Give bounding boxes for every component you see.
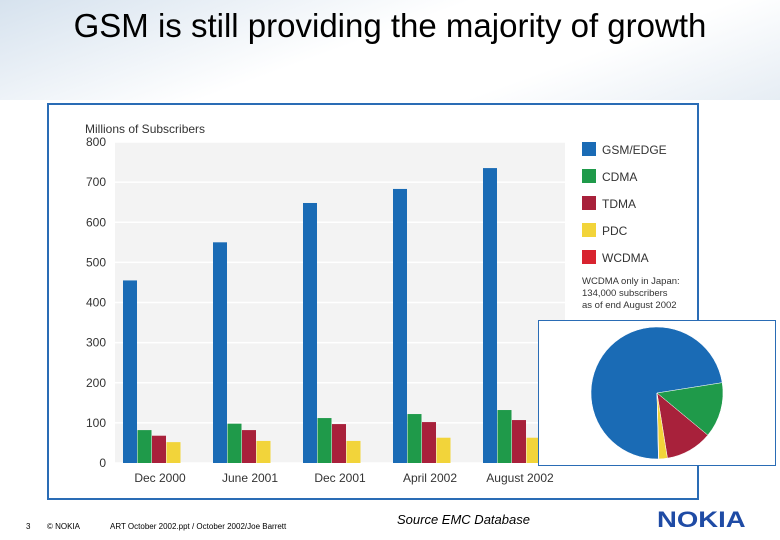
bar-cdma-dec-2000 [137, 430, 152, 463]
subscribers-bar-chart: Millions of Subscribers 0 100 200 300 400 500 6… [85, 122, 680, 485]
bar-gsm-edge-april-2002 [393, 188, 407, 463]
x-tick-label: August 2002 [486, 471, 554, 485]
legend-label-tdma: TDMA [602, 197, 636, 211]
bar-gsm-edge-june-2001 [213, 242, 227, 463]
y-tick-label: 400 [86, 296, 106, 310]
source-note: Source EMC Database [397, 512, 530, 527]
bar-gsm-edge-dec-2001 [303, 202, 317, 463]
bar-pdc-april-2002 [436, 437, 451, 463]
wcdma-annotation-line: WCDMA only in Japan: [582, 276, 680, 287]
legend-label-gsm-edge: GSM/EDGE [602, 143, 667, 157]
bar-tdma-august-2002 [512, 420, 526, 463]
x-tick-label: Dec 2000 [134, 471, 186, 485]
legend-swatch-cdma [582, 169, 596, 183]
legend-label-wcdma: WCDMA [602, 251, 649, 265]
copyright-notice: © NOKIA [47, 522, 81, 531]
bar-cdma-june-2001 [227, 423, 242, 463]
y-tick-label: 700 [86, 175, 106, 189]
bar-cdma-dec-2001 [317, 418, 332, 463]
legend-swatch-tdma [582, 196, 596, 210]
bar-gsm-edge-dec-2000 [123, 280, 137, 463]
header-decoration [0, 0, 780, 100]
bar-tdma-june-2001 [242, 430, 256, 463]
bar-tdma-dec-2001 [332, 424, 346, 463]
y-tick-label: 500 [86, 255, 106, 269]
y-tick-label: 200 [86, 376, 106, 390]
slide-title: GSM is still providing the majority of g… [73, 7, 707, 44]
x-tick-label: Dec 2001 [314, 471, 366, 485]
bar-gsm-edge-august-2002 [483, 168, 497, 464]
y-axis-label: Millions of Subscribers [85, 122, 205, 136]
x-tick-label: June 2001 [222, 471, 278, 485]
y-tick-label: 800 [86, 135, 106, 149]
x-tick-label: April 2002 [403, 471, 457, 485]
bar-tdma-april-2002 [422, 422, 436, 463]
pie-slice-cdma [656, 382, 724, 436]
bar-pdc-dec-2001 [346, 440, 361, 463]
bar-pdc-dec-2000 [166, 442, 181, 463]
legend-label-pdc: PDC [602, 224, 628, 238]
legend-label-cdma: CDMA [602, 170, 637, 184]
y-tick-label: 300 [86, 336, 106, 350]
bar-pdc-august-2002 [526, 437, 541, 463]
market-share-pie-chart [590, 326, 724, 460]
file-info: ART October 2002.ppt / October 2002/Joe … [110, 522, 287, 531]
wcdma-annotation-line: as of end August 2002 [582, 300, 677, 311]
y-tick-label: 100 [86, 416, 106, 430]
wcdma-annotation-line: 134,000 subscribers [582, 288, 668, 299]
bar-tdma-dec-2000 [152, 435, 166, 463]
legend-swatch-wcdma [582, 250, 596, 264]
page-number: 3 [26, 522, 31, 531]
legend-swatch-pdc [582, 223, 596, 237]
nokia-logo: NOKIA [657, 507, 746, 532]
bar-pdc-june-2001 [256, 440, 271, 463]
bar-cdma-august-2002 [497, 410, 512, 463]
y-tick-label: 600 [86, 215, 106, 229]
legend-swatch-gsm-edge [582, 142, 596, 156]
pie-slice-wcdma [656, 392, 660, 460]
y-tick-label: 0 [99, 456, 106, 470]
bar-cdma-april-2002 [407, 414, 422, 463]
